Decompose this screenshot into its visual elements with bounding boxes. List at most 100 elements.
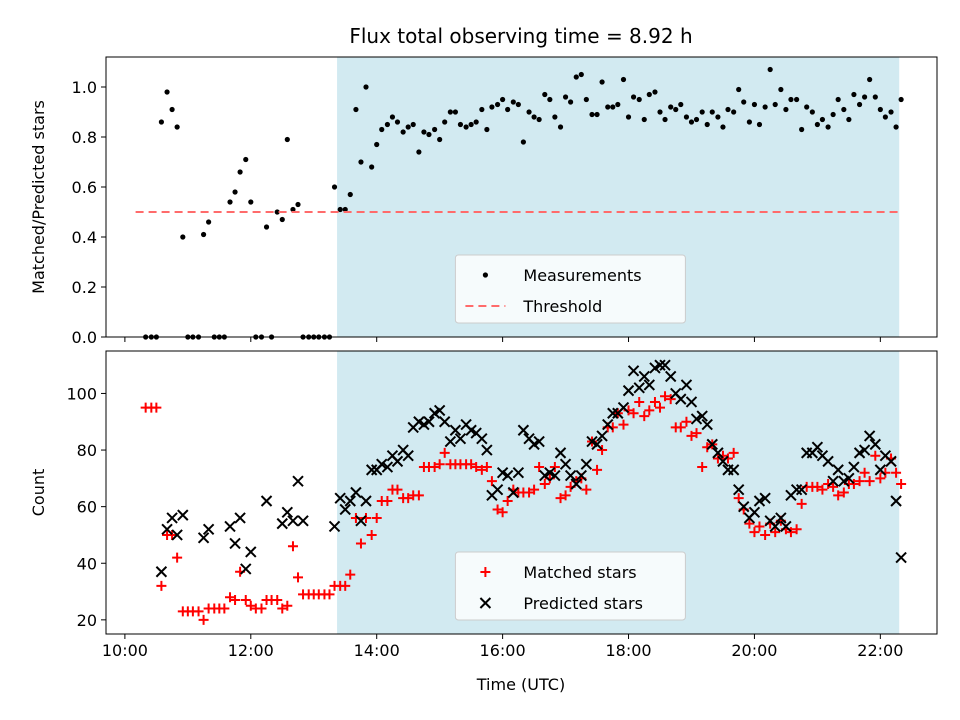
data-point — [494, 101, 501, 108]
data-point — [856, 101, 863, 108]
data-point — [578, 71, 584, 78]
data-point — [877, 106, 883, 113]
data-point — [652, 89, 658, 95]
data-point — [340, 580, 351, 591]
data-point — [245, 546, 257, 558]
data-point — [328, 520, 341, 533]
data-point — [476, 433, 488, 445]
y-tick-label: 0.6 — [72, 178, 97, 197]
data-point — [202, 523, 215, 535]
data-point — [678, 101, 684, 108]
data-point — [492, 504, 503, 515]
data-point — [717, 455, 729, 468]
x-tick-label: 10:00 — [102, 641, 148, 660]
data-point — [534, 462, 545, 473]
data-point — [685, 396, 698, 408]
data-point — [360, 495, 372, 507]
data-point — [862, 94, 868, 100]
data-point — [859, 467, 870, 478]
data-point — [466, 459, 477, 470]
data-point — [697, 462, 708, 473]
data-point — [353, 106, 359, 113]
data-point — [557, 124, 564, 130]
data-point — [531, 114, 537, 120]
data-point — [507, 486, 520, 499]
data-point — [649, 396, 660, 407]
data-point — [827, 475, 839, 487]
data-point — [227, 199, 233, 205]
data-point — [229, 537, 241, 550]
data-point — [772, 101, 778, 108]
data-point — [896, 479, 907, 490]
data-point — [874, 464, 887, 476]
data-point — [457, 121, 464, 128]
data-point — [486, 476, 497, 487]
data-point — [732, 483, 745, 496]
data-point — [639, 411, 650, 422]
data-point — [746, 119, 752, 125]
data-point — [237, 169, 243, 175]
data-point — [512, 466, 525, 479]
data-point — [562, 94, 569, 100]
data-point — [248, 199, 254, 205]
data-point — [580, 458, 593, 470]
data-point — [690, 413, 703, 425]
data-point — [287, 541, 298, 552]
data-point — [539, 479, 550, 490]
data-point — [638, 370, 650, 383]
data-point — [657, 109, 663, 115]
data-point — [573, 74, 579, 80]
data-point — [365, 464, 378, 476]
data-point — [355, 515, 367, 527]
data-point — [744, 518, 755, 529]
data-point — [166, 512, 178, 524]
data-point — [748, 506, 761, 519]
data-point — [161, 523, 173, 535]
data-point — [347, 191, 353, 198]
data-point — [384, 121, 391, 128]
data-point — [155, 566, 168, 578]
legend-label: Measurements — [523, 266, 641, 285]
data-point — [564, 469, 577, 482]
data-point — [846, 116, 852, 123]
data-point — [581, 484, 592, 495]
data-point — [851, 91, 857, 98]
data-point — [875, 473, 886, 484]
data-point — [224, 520, 236, 533]
data-point — [728, 447, 739, 458]
legend: Measurements Threshold — [454, 254, 686, 324]
data-point — [542, 91, 548, 98]
data-point — [552, 114, 558, 120]
data-point — [636, 96, 642, 103]
data-point — [158, 119, 164, 125]
y-tick-label: 60 — [77, 498, 97, 517]
data-point — [484, 126, 490, 133]
data-point — [681, 416, 692, 427]
data-point — [594, 111, 600, 118]
data-point — [664, 370, 677, 383]
data-point — [618, 419, 629, 430]
data-point — [895, 551, 907, 564]
data-point — [452, 109, 458, 115]
data-point — [882, 114, 888, 120]
data-point — [297, 515, 309, 527]
data-point — [344, 495, 356, 507]
data-point — [447, 109, 453, 115]
data-point — [673, 106, 679, 113]
data-point — [164, 89, 170, 95]
data-point — [680, 379, 693, 391]
data-point — [276, 517, 288, 530]
data-point — [169, 106, 175, 113]
data-point — [491, 483, 504, 496]
legend-swatch — [480, 567, 491, 577]
data-point — [751, 101, 758, 108]
data-point — [843, 472, 855, 485]
data-point — [885, 455, 897, 468]
data-point — [410, 121, 416, 128]
data-point — [437, 136, 443, 143]
data-point — [559, 458, 572, 470]
data-point — [379, 126, 385, 133]
data-point — [369, 164, 375, 170]
data-point — [822, 455, 834, 468]
